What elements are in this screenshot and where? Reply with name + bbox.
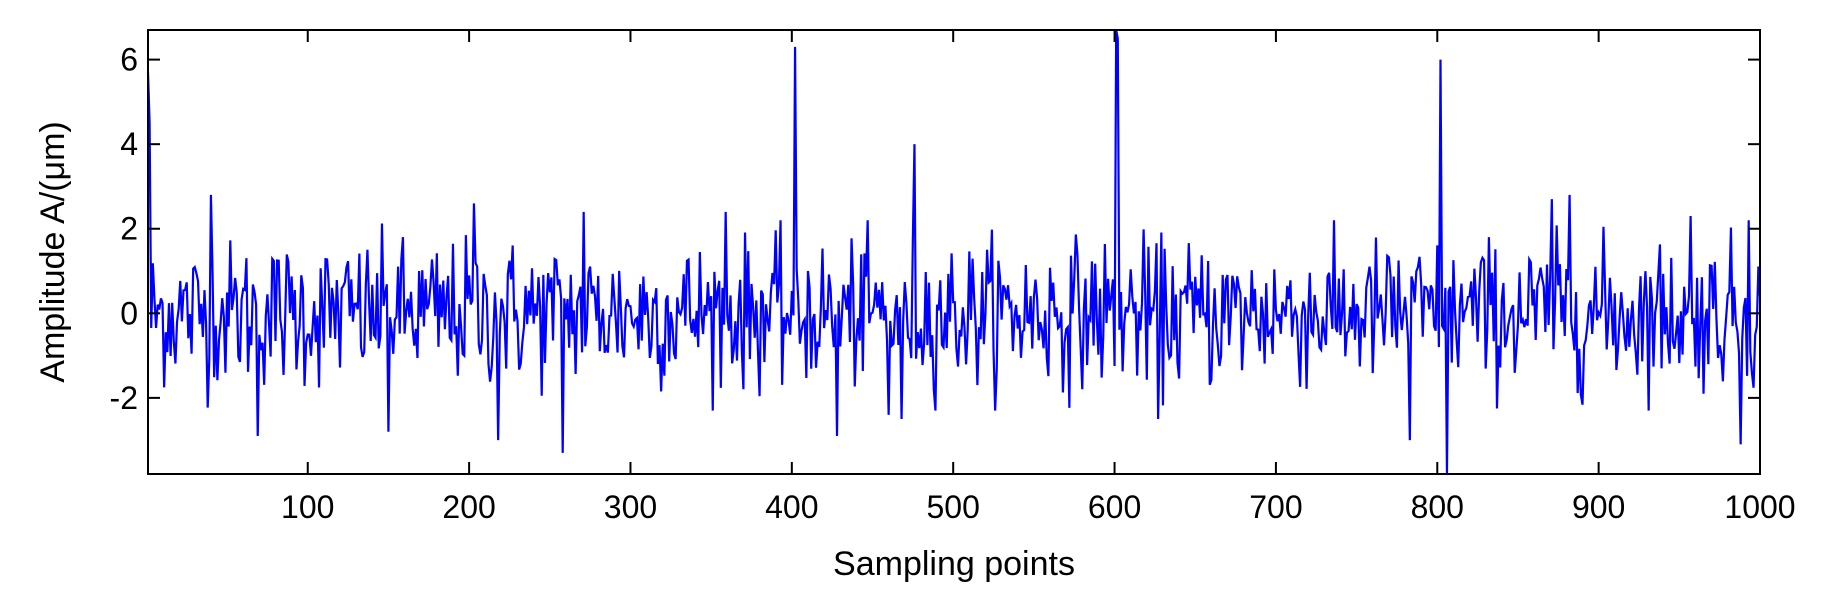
x-axis-label: Sampling points (833, 545, 1075, 583)
x-tick-label: 100 (281, 489, 334, 525)
x-tick-label: 400 (765, 489, 818, 525)
y-tick-label: 6 (120, 42, 138, 78)
y-tick-label: 0 (120, 295, 138, 331)
plot-background (148, 30, 1760, 474)
y-axis-label: Amplitude A/(μm) (34, 121, 72, 382)
x-tick-label: 900 (1572, 489, 1625, 525)
x-tick-label: 300 (604, 489, 657, 525)
signal-line (146, 29, 1762, 475)
x-tick-label: 700 (1249, 489, 1302, 525)
y-tick-label: 4 (120, 126, 138, 162)
x-tick-labels: 100 200 300 400 500 600 700 800 900 1000 (281, 489, 1796, 525)
x-tick-label: 200 (442, 489, 495, 525)
y-tick-labels: -2 0 2 4 6 (110, 42, 138, 416)
y-tick-label: 2 (120, 211, 138, 247)
x-tick-label: 800 (1411, 489, 1464, 525)
x-tick-label: 1000 (1724, 489, 1795, 525)
plot-frame (147, 29, 1761, 475)
series-layer (146, 29, 1762, 475)
x-tick-label: 600 (1088, 489, 1141, 525)
y-tick-label: -2 (110, 380, 138, 416)
x-tick-label: 500 (926, 489, 979, 525)
